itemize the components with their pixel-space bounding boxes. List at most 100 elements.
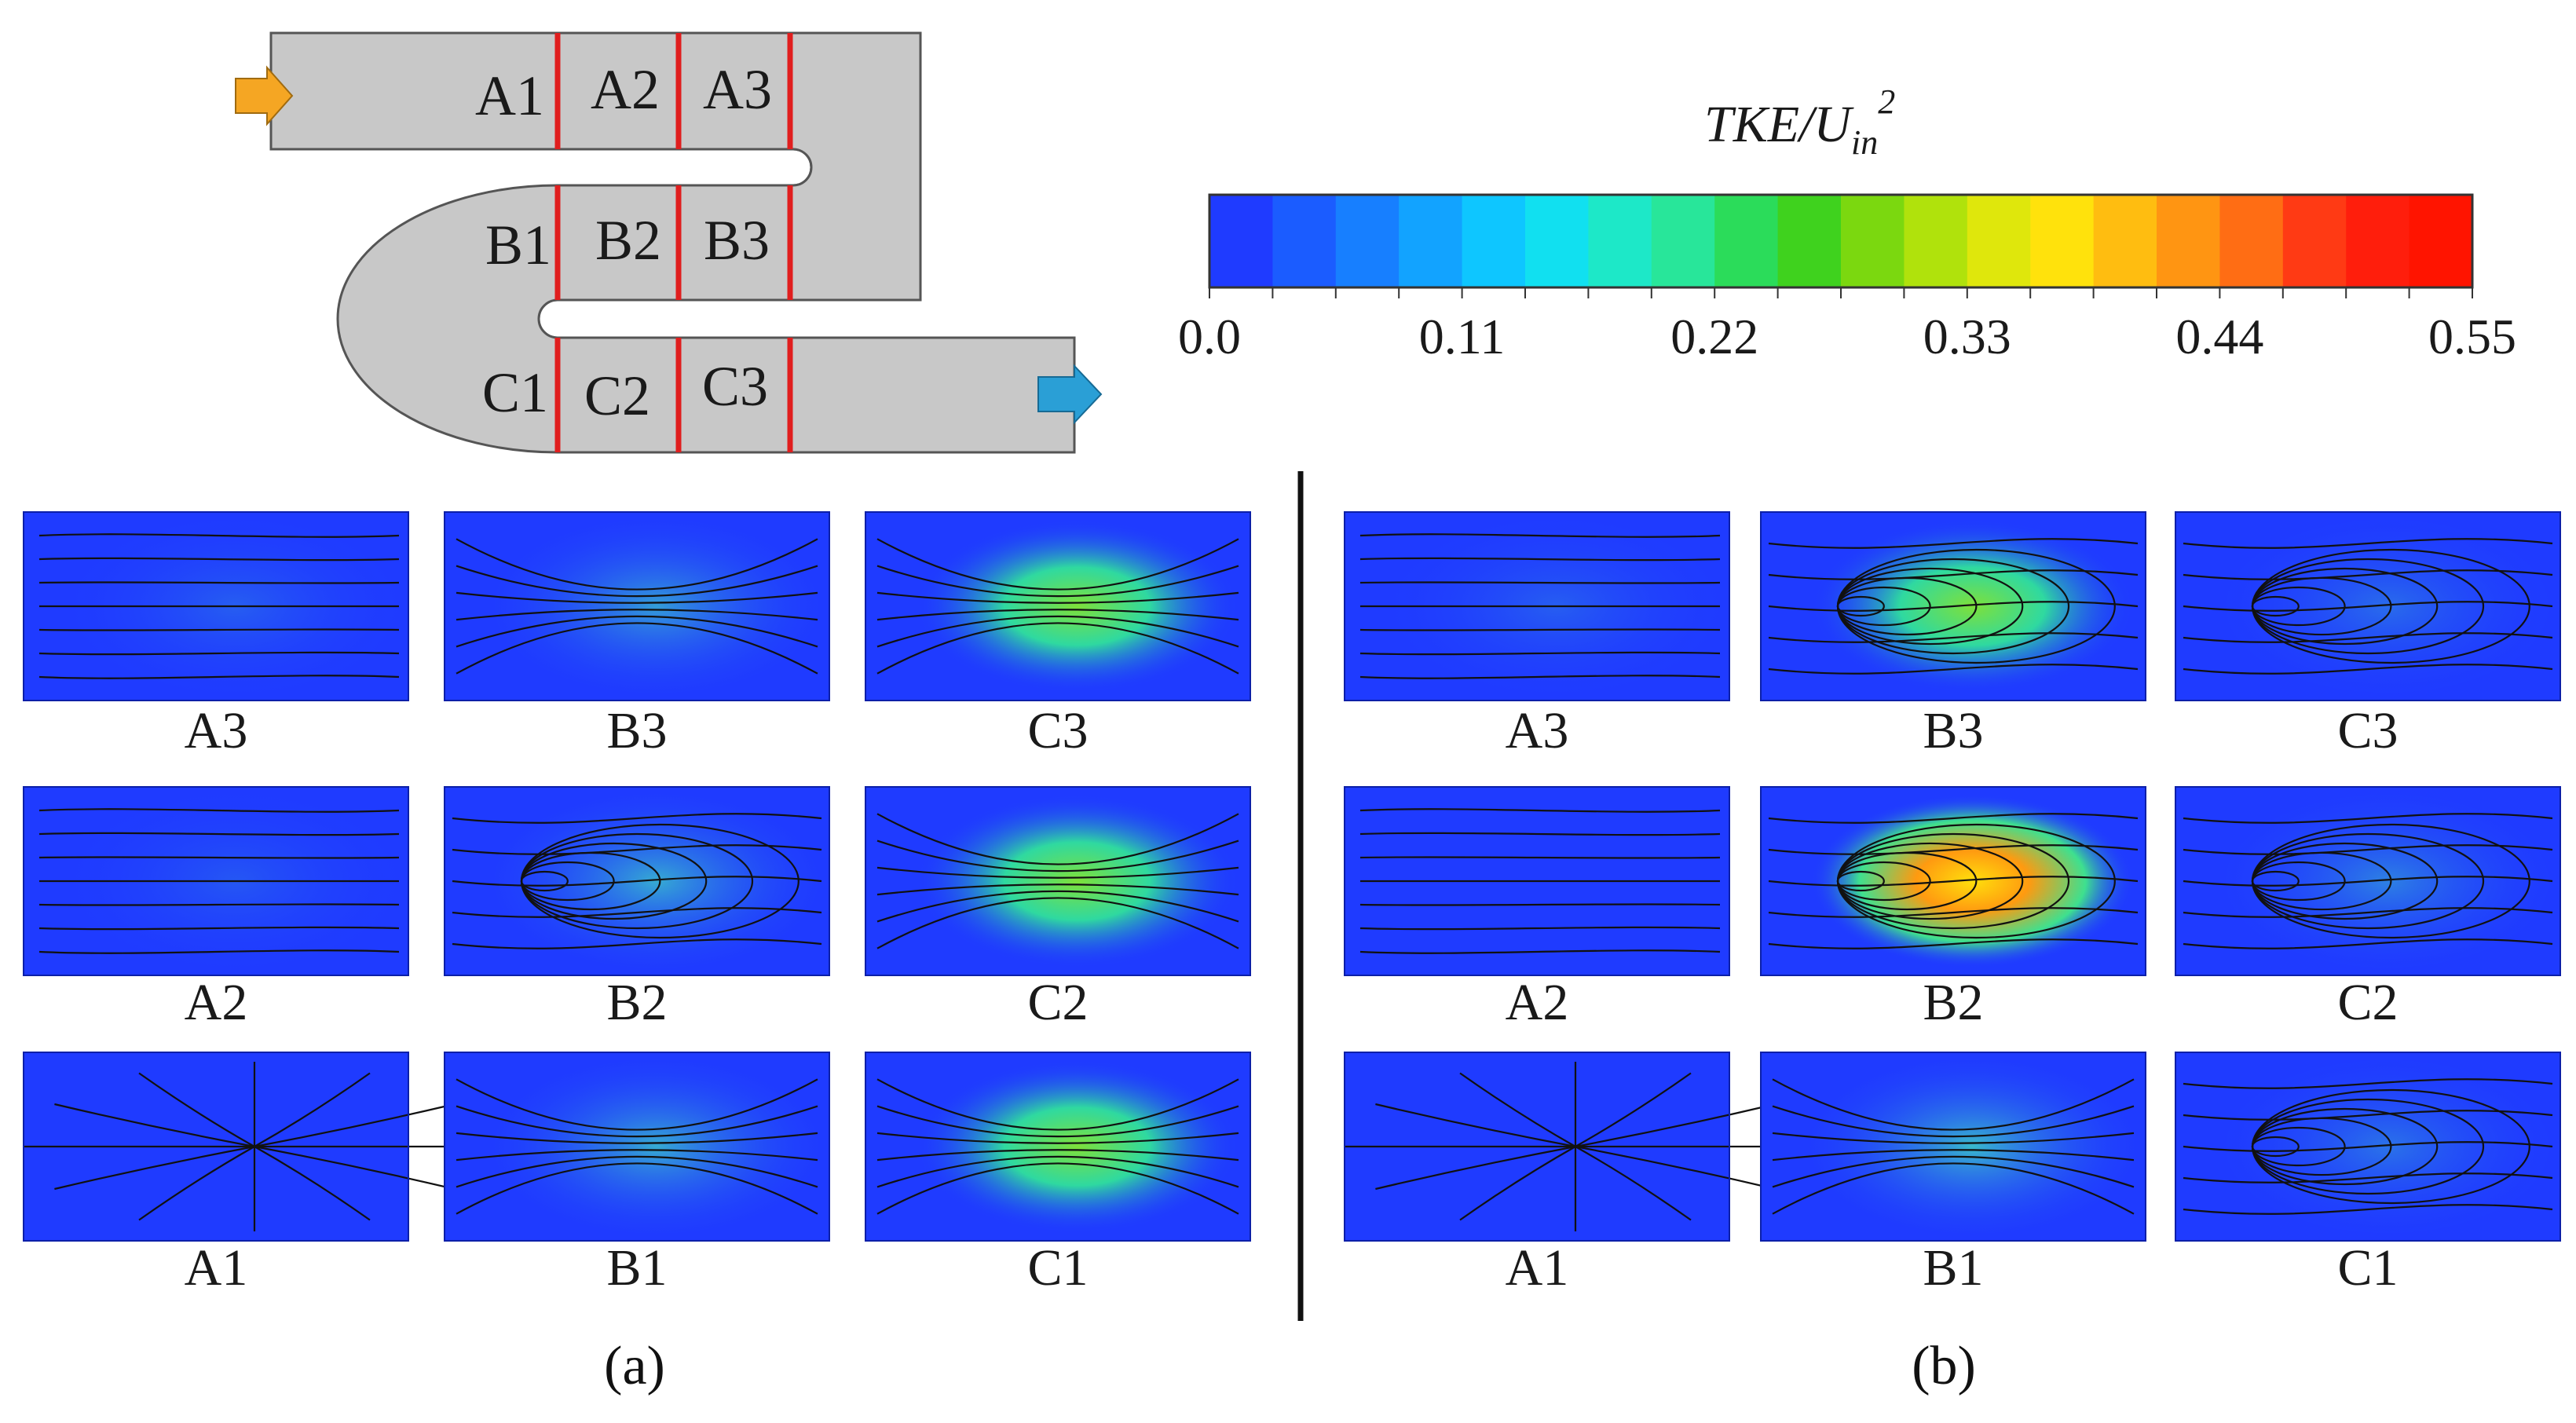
- streamline: [1836, 548, 2116, 664]
- contour-panel-b-c3: C3: [2175, 511, 2561, 759]
- streamline: [1836, 823, 2116, 939]
- contour-panel-a-a2: A2: [23, 786, 409, 1031]
- colorbar-swatch: [1967, 195, 2032, 287]
- colorbar-swatch: [2409, 195, 2473, 287]
- streamline: [2183, 844, 2553, 855]
- contour-label: A3: [185, 702, 248, 759]
- contour-panel-a-b3: B3: [444, 511, 830, 759]
- streamline: [452, 938, 822, 949]
- streamline: [1768, 601, 2139, 612]
- streamline: [1836, 870, 1885, 892]
- streamline: [1575, 1072, 1692, 1147]
- streamline: [456, 609, 818, 621]
- contour-label: B3: [606, 702, 667, 759]
- streamline: [2251, 548, 2530, 664]
- streamline: [2251, 1098, 2485, 1195]
- colorbar-swatch: [1399, 195, 1463, 287]
- streamline: [876, 813, 1239, 865]
- streamline: [1768, 844, 2139, 855]
- contour-frame: [2175, 786, 2561, 976]
- colorbar-minor-ticks: [1209, 287, 2473, 298]
- streamline: [2183, 1204, 2553, 1215]
- streamline: [876, 866, 1239, 879]
- contour-panel-b-c1: C1: [2175, 1052, 2561, 1297]
- streamline: [520, 823, 800, 939]
- inlet-arrow-icon: [235, 65, 294, 126]
- contour-frame: [1344, 786, 1730, 976]
- contour-frame: [444, 511, 830, 701]
- tke-field: [494, 794, 818, 968]
- contour-frame: [23, 511, 409, 701]
- streamline: [2183, 538, 2553, 549]
- tke-field: [1810, 519, 2135, 693]
- streamline: [1836, 567, 2024, 646]
- colorbar-swatch: [1651, 195, 1716, 287]
- streamline: [38, 949, 400, 954]
- contour-panel-a-c1: C1: [865, 1052, 1251, 1297]
- streamline: [1575, 1146, 1692, 1221]
- contour-label: A2: [185, 974, 248, 1031]
- contour-frame: [23, 1052, 409, 1242]
- streamline: [38, 651, 400, 656]
- section-label-c3: C3: [702, 355, 768, 418]
- streamline: [1836, 832, 2070, 930]
- streamline: [38, 856, 400, 859]
- streamline: [456, 538, 818, 591]
- contour-label: C3: [2337, 702, 2398, 759]
- streamline: [876, 622, 1239, 675]
- colorbar-swatch: [2157, 195, 2221, 287]
- streamline: [456, 1132, 818, 1144]
- colorbar-swatch: [1335, 195, 1400, 287]
- streamline: [1359, 832, 1721, 836]
- streamline: [254, 1145, 455, 1191]
- contour-frame: [1760, 786, 2146, 976]
- colorbar-tick-label: 0.44: [2175, 309, 2263, 364]
- tke-field: [915, 794, 1239, 968]
- streamline: [1772, 1162, 2135, 1215]
- streamline: [520, 842, 708, 920]
- contour-frame: [1344, 511, 1730, 701]
- streamline: [1772, 1078, 2135, 1131]
- streamline: [138, 1072, 255, 1147]
- colorbar-tick-label: 0.55: [2428, 309, 2516, 364]
- tke-field: [915, 1059, 1239, 1234]
- streamline: [876, 897, 1239, 949]
- streamline: [456, 1105, 818, 1138]
- streamline: [1359, 628, 1721, 631]
- colorbar-title: TKE/Uin2: [1704, 82, 1895, 162]
- streamline: [38, 832, 400, 836]
- streamline: [1375, 1103, 1576, 1148]
- panel-label-a: (a): [604, 1336, 665, 1396]
- colorbar-swatch: [1777, 195, 1842, 287]
- streamline: [456, 622, 818, 675]
- streamline: [2183, 813, 2553, 824]
- streamline: [1375, 1145, 1576, 1191]
- contour-label: B1: [1923, 1239, 1983, 1297]
- colorbar-swatch: [1904, 195, 1968, 287]
- streamline: [2183, 876, 2553, 887]
- colorbar-tick-label: 0.33: [1923, 309, 2011, 364]
- streamline: [876, 840, 1239, 872]
- tke-field: [494, 519, 818, 693]
- contour-panel-b-b3: B3: [1760, 511, 2146, 759]
- streamline: [2251, 870, 2300, 892]
- streamline: [2251, 1126, 2346, 1167]
- contour-panels: A3 B3 C3 A2 B2 C2 A1 B1 C1 A3 B3 C3 A2 B2 C2 A1 B1 C1: [23, 511, 2561, 1297]
- streamline: [2251, 586, 2346, 627]
- streamline: [1772, 1149, 2135, 1161]
- streamline: [1772, 1155, 2135, 1188]
- streamline: [876, 1149, 1239, 1161]
- streamline: [38, 533, 400, 538]
- streamline: [138, 1146, 255, 1221]
- colorbar-swatch: [1841, 195, 1905, 287]
- contour-panel-a-a3: A3: [23, 511, 409, 759]
- streamline: [2251, 595, 2300, 617]
- contour-label: B1: [606, 1239, 667, 1297]
- streamline: [2183, 664, 2553, 675]
- contour-frame: [2175, 1052, 2561, 1242]
- contour-label: A1: [1506, 1239, 1569, 1297]
- section-label-b1: B1: [485, 214, 551, 276]
- colorbar-tick-label: 0.11: [1419, 309, 1506, 364]
- contour-label: C1: [1027, 1239, 1088, 1297]
- colorbar-swatch: [2346, 195, 2410, 287]
